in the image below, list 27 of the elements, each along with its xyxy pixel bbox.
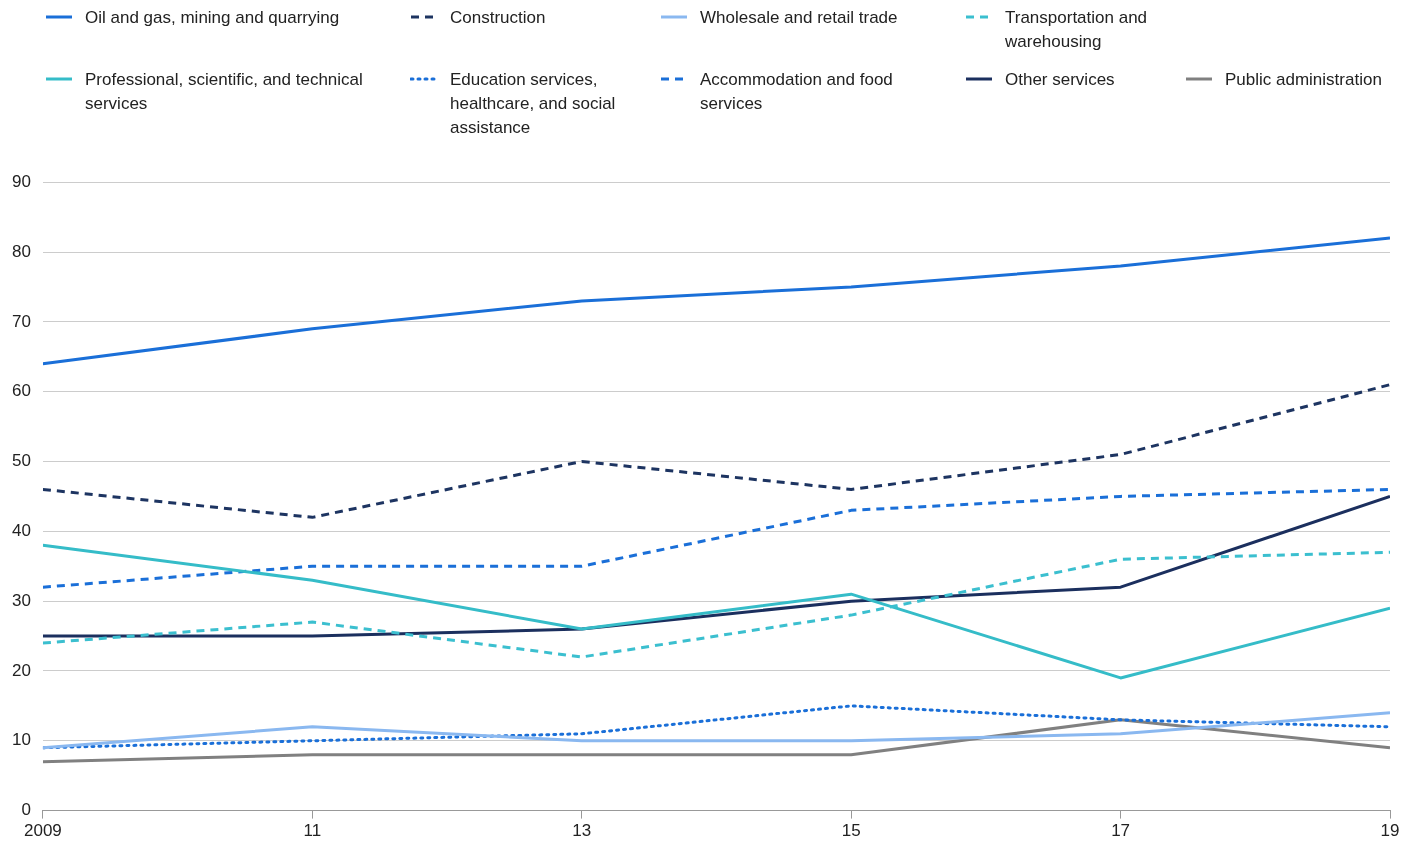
y-tick-label: 70 (11, 311, 31, 331)
y-tick-label: 0 (21, 800, 31, 820)
legend-label: Education services, healthcare, and social assistance (450, 69, 617, 139)
y-tick-label: 50 (11, 451, 31, 471)
x-tick-label: 17 (1111, 821, 1131, 841)
legend-label: Other services (1005, 69, 1115, 91)
legend-label: Construction (450, 7, 546, 29)
legend-label: Professional, scientific, and technical services (85, 69, 364, 115)
x-tick-label: 15 (841, 821, 861, 841)
line-series (42, 487, 1390, 589)
line-series (42, 383, 1390, 519)
x-tick-label: 11 (303, 821, 322, 841)
legend-label: Public administration (1225, 69, 1382, 91)
y-tick-label: 90 (11, 171, 31, 191)
y-tick-label: 60 (11, 381, 31, 401)
legend-label: Accommodation and food services (700, 69, 894, 115)
x-tick-label: 19 (1380, 821, 1400, 841)
legend-label: Transportation and warehousing (1005, 7, 1149, 53)
y-tick-label: 80 (11, 241, 31, 261)
x-tick-label: 2009 (24, 821, 62, 841)
y-tick-label: 30 (11, 590, 31, 610)
legend-label: Oil and gas, mining and quarrying (85, 7, 340, 29)
y-tick-label: 10 (11, 730, 31, 750)
y-tick-label: 40 (11, 521, 31, 540)
x-tick-label: 13 (572, 821, 592, 841)
legend-label: Wholesale and retail trade (700, 7, 898, 29)
y-tick-label: 20 (11, 660, 31, 680)
